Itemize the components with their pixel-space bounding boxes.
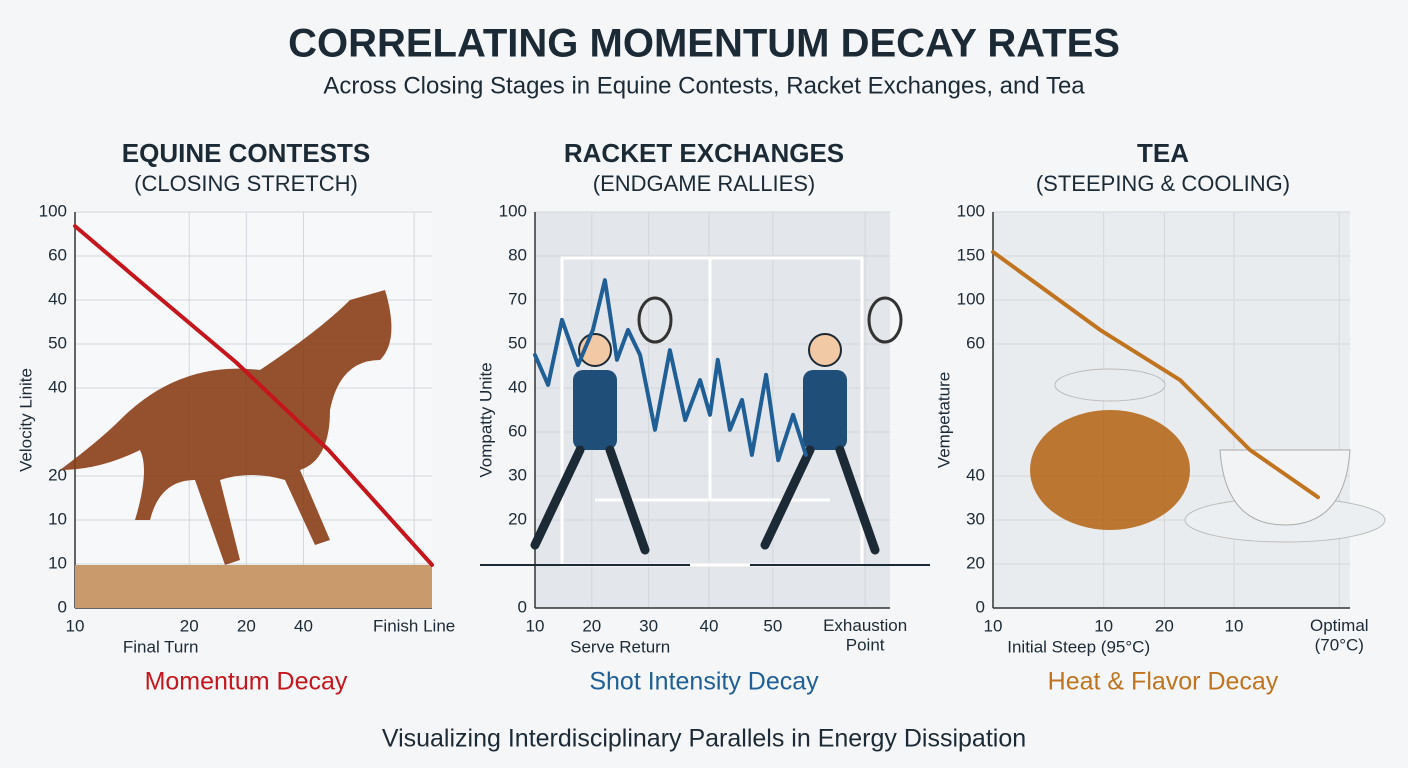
data-line (533, 278, 808, 463)
chart-title: RACKET EXCHANGES (564, 138, 844, 168)
chart-caption: Heat & Flavor Decay (1048, 668, 1279, 696)
data-line (991, 250, 1320, 500)
y-tick-label: 20 (48, 465, 67, 484)
chart-title: EQUINE CONTESTS (122, 138, 370, 168)
y-tick-label: 30 (508, 465, 527, 484)
x-tick-label: 40 (294, 616, 313, 635)
y-tick-label: 100 (499, 201, 527, 220)
chart-subtitle: (ENDGAME RALLIES) (593, 171, 816, 196)
court (560, 256, 864, 567)
data-line (73, 224, 434, 567)
main-subtitle: Across Closing Stages in Equine Contests… (323, 72, 1085, 99)
y-axis-label: Vompatty Unite (476, 362, 495, 477)
y-tick-label: 0 (976, 597, 985, 616)
horse (60, 290, 392, 565)
x-axis-label: Initial Steep (95°C) (1007, 637, 1150, 656)
y-axis-label: Velocity Linite (16, 368, 35, 472)
y-tick-label: 80 (508, 245, 527, 264)
chart-subtitle: (STEEPING & COOLING) (1036, 171, 1290, 196)
x-axis-label: Final Turn (123, 637, 199, 656)
y-tick-label: 10 (48, 553, 67, 572)
teapot (1030, 410, 1190, 530)
player-right (808, 333, 842, 367)
teapot-lid (1054, 368, 1166, 402)
player-right (760, 445, 880, 555)
main-title: CORRELATING MOMENTUM DECAY RATES (288, 22, 1120, 66)
y-axis-label: Vempetature (934, 372, 953, 468)
track (75, 565, 432, 608)
player-left (637, 296, 673, 344)
y-tick-label: 50 (508, 333, 527, 352)
x-tick-label: 20 (237, 616, 256, 635)
y-tick-label: 30 (966, 509, 985, 528)
y-tick-label: 40 (48, 289, 67, 308)
y-tick-label: 50 (48, 333, 67, 352)
y-tick-label: 40 (966, 465, 985, 484)
y-tick-label: 20 (966, 553, 985, 572)
x-tick-label: Exhaustion Point (823, 616, 907, 655)
y-tick-label: 100 (39, 201, 67, 220)
y-tick-label: 150 (957, 245, 985, 264)
player-left (530, 445, 650, 555)
y-tick-label: 10 (48, 509, 67, 528)
x-tick-label: 10 (526, 616, 545, 635)
chart-caption: Shot Intensity Decay (589, 668, 819, 696)
x-tick-label: 10 (984, 616, 1003, 635)
x-tick-label: 40 (699, 616, 718, 635)
x-tick-label: 30 (639, 616, 658, 635)
chart-subtitle: (CLOSING STRETCH) (134, 171, 358, 196)
y-tick-label: 70 (508, 289, 527, 308)
x-tick-label: 20 (180, 616, 199, 635)
x-tick-label: 50 (763, 616, 782, 635)
y-tick-label: 60 (966, 333, 985, 352)
x-tick-label: 10 (66, 616, 85, 635)
x-tick-label: 10 (1094, 616, 1113, 635)
y-tick-label: 20 (508, 509, 527, 528)
player-left (573, 370, 617, 450)
x-tick-label: 20 (582, 616, 601, 635)
y-tick-label: 60 (508, 421, 527, 440)
player-right (803, 370, 847, 450)
y-tick-label: 100 (957, 289, 985, 308)
footer: Visualizing Interdisciplinary Parallels … (382, 725, 1026, 753)
y-tick-label: 100 (957, 201, 985, 220)
x-tick-label: 10 (1225, 616, 1244, 635)
player-right (867, 296, 903, 344)
x-tick-label: Optimal (70°C) (1310, 616, 1369, 655)
x-tick-label: Finish Line (373, 616, 455, 635)
y-tick-label: 40 (508, 377, 527, 396)
y-tick-label: 0 (58, 597, 67, 616)
x-tick-label: 20 (1155, 616, 1174, 635)
x-axis-label: Serve Return (570, 637, 670, 656)
chart-title: TEA (1137, 138, 1189, 168)
plot-area (993, 212, 1350, 608)
cup (1219, 449, 1351, 526)
y-tick-label: 60 (48, 245, 67, 264)
y-tick-label: 0 (518, 597, 527, 616)
y-tick-label: 40 (48, 377, 67, 396)
chart-caption: Momentum Decay (145, 668, 348, 696)
